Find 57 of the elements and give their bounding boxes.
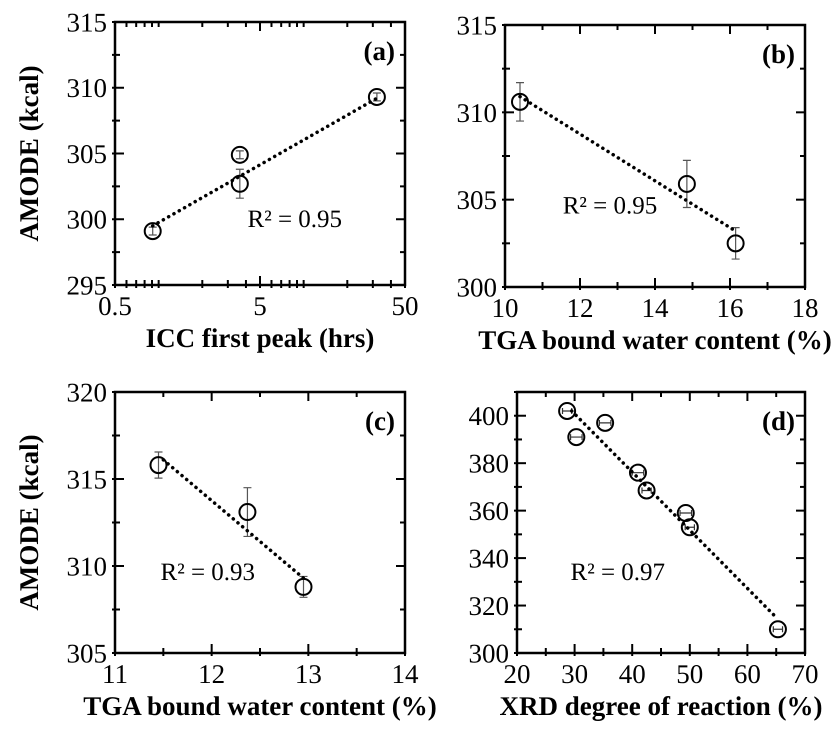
x-axis-title: TGA bound water content (%) — [83, 691, 437, 721]
x-tick-label: 12 — [566, 293, 594, 323]
point — [680, 518, 699, 536]
y-axis-title: AMODE (kcal) — [14, 434, 44, 611]
annotation: R² = 0.95 — [248, 206, 342, 234]
point — [558, 402, 576, 420]
point — [768, 620, 787, 638]
x-axis-title: XRD degree of reaction (%) — [500, 691, 822, 721]
y-tick-label: 310 — [456, 98, 497, 128]
y-tick-label: 305 — [456, 185, 497, 216]
y-tick-label: 320 — [66, 377, 107, 408]
annotation: R² = 0.97 — [570, 558, 666, 586]
annotation: (c) — [365, 406, 395, 436]
x-tick-label: 16 — [716, 293, 744, 323]
x-tick-label: 13 — [294, 659, 322, 689]
y-axis-title: AMODE (kcal) — [14, 65, 44, 242]
y-tick-label: 340 — [468, 544, 509, 574]
y-tick-label: 310 — [66, 551, 107, 582]
y-tick-label: 400 — [468, 401, 509, 432]
point — [596, 414, 614, 432]
y-tick-label: 300 — [66, 204, 107, 235]
y-tick-label: 305 — [66, 138, 107, 169]
point — [567, 428, 586, 446]
x-tick-label: 5 — [253, 291, 267, 321]
x-tick-label: 60 — [734, 659, 761, 689]
point — [238, 503, 256, 522]
y-tick-label: 320 — [468, 590, 509, 621]
x-tick-label: 14 — [392, 659, 419, 689]
point — [638, 481, 656, 500]
y-tick-label: 310 — [66, 73, 107, 104]
x-tick-label: 14 — [642, 293, 669, 323]
y-tick-label: 315 — [66, 7, 107, 38]
annotation: (a) — [364, 36, 395, 66]
x-tick-label: 12 — [198, 659, 226, 689]
annotation: R² = 0.95 — [562, 192, 658, 220]
x-axis-title: ICC first peak (hrs) — [146, 323, 374, 353]
point — [511, 92, 529, 111]
x-tick-label: 50 — [676, 659, 704, 689]
x-tick-label: 18 — [792, 293, 818, 323]
point — [294, 578, 312, 596]
x-axis-title: TGA bound water content (%) — [478, 325, 832, 355]
y-tick-label: 315 — [66, 464, 107, 494]
y-tick-label: 315 — [456, 10, 497, 40]
annotation: R² = 0.93 — [160, 558, 256, 586]
point — [628, 464, 647, 482]
annotation: (d) — [762, 406, 795, 436]
annotation: (b) — [762, 39, 795, 69]
point — [678, 174, 696, 193]
point — [676, 504, 695, 522]
y-tick-label: 360 — [468, 496, 509, 526]
point — [150, 456, 168, 474]
x-tick-label: 40 — [618, 659, 646, 689]
x-tick-label: 50 — [392, 291, 418, 321]
x-tick-label: 30 — [561, 659, 588, 689]
y-tick-label: 380 — [468, 448, 509, 479]
x-tick-label: 70 — [792, 659, 818, 689]
point — [726, 234, 745, 252]
